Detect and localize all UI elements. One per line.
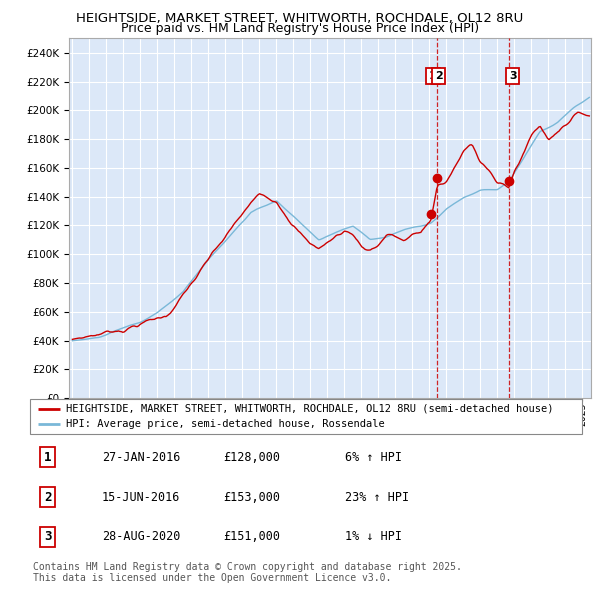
Text: 3: 3 — [509, 71, 517, 81]
FancyBboxPatch shape — [30, 399, 582, 434]
Text: 27-JAN-2016: 27-JAN-2016 — [102, 451, 180, 464]
Text: 3: 3 — [44, 530, 52, 543]
Text: 2: 2 — [44, 490, 52, 504]
Text: £153,000: £153,000 — [223, 490, 280, 504]
Text: 15-JUN-2016: 15-JUN-2016 — [102, 490, 180, 504]
Text: HEIGHTSIDE, MARKET STREET, WHITWORTH, ROCHDALE, OL12 8RU: HEIGHTSIDE, MARKET STREET, WHITWORTH, RO… — [76, 12, 524, 25]
Text: 1: 1 — [44, 451, 52, 464]
Text: 1: 1 — [429, 71, 437, 81]
Text: 23% ↑ HPI: 23% ↑ HPI — [344, 490, 409, 504]
Text: Contains HM Land Registry data © Crown copyright and database right 2025.
This d: Contains HM Land Registry data © Crown c… — [33, 562, 462, 584]
Text: £151,000: £151,000 — [223, 530, 280, 543]
Text: 28-AUG-2020: 28-AUG-2020 — [102, 530, 180, 543]
Text: Price paid vs. HM Land Registry's House Price Index (HPI): Price paid vs. HM Land Registry's House … — [121, 22, 479, 35]
Text: HEIGHTSIDE, MARKET STREET, WHITWORTH, ROCHDALE, OL12 8RU (semi-detached house): HEIGHTSIDE, MARKET STREET, WHITWORTH, RO… — [66, 404, 553, 414]
Text: 2: 2 — [435, 71, 443, 81]
Text: 1% ↓ HPI: 1% ↓ HPI — [344, 530, 401, 543]
Text: 6% ↑ HPI: 6% ↑ HPI — [344, 451, 401, 464]
Text: HPI: Average price, semi-detached house, Rossendale: HPI: Average price, semi-detached house,… — [66, 419, 385, 430]
Text: £128,000: £128,000 — [223, 451, 280, 464]
